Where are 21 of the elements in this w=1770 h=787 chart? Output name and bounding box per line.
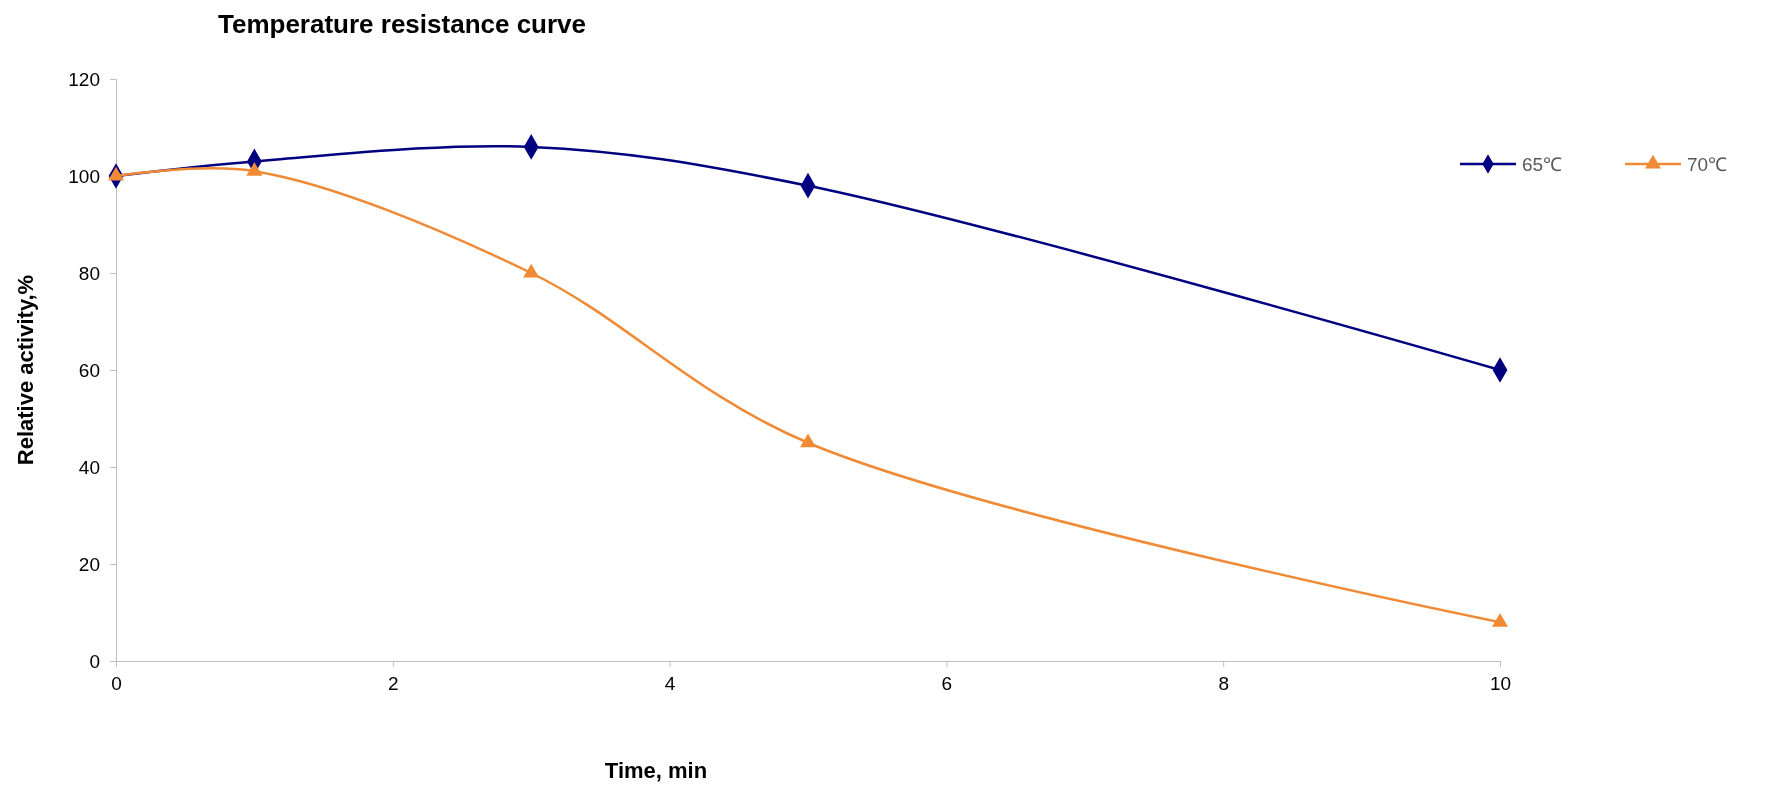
y-axis-title: Relative activity,% — [13, 274, 38, 466]
y-tick-label: 120 — [68, 68, 100, 90]
x-tick-label: 10 — [1489, 673, 1512, 695]
y-tick-label: 20 — [78, 553, 100, 575]
x-tick-label: 4 — [664, 673, 676, 695]
y-tick-label: 60 — [78, 359, 100, 381]
x-axis-title: Time, min — [604, 758, 708, 783]
y-tick-label: 40 — [78, 456, 100, 478]
point — [800, 433, 816, 448]
y-tick-label: 0 — [89, 650, 100, 672]
x-tick-label: 2 — [388, 673, 399, 695]
y-tick-label: 80 — [78, 262, 100, 284]
x-tick-label: 0 — [111, 673, 122, 695]
point — [1492, 613, 1508, 627]
legend-label: 70℃ — [1687, 154, 1728, 175]
x-tick-label: 8 — [1218, 673, 1229, 695]
y-tick-label: 100 — [68, 165, 100, 187]
chart-title: Temperature resistance curve — [218, 9, 587, 39]
legend-label: 65℃ — [1522, 154, 1563, 175]
x-tick-label: 6 — [941, 673, 953, 695]
point — [523, 263, 540, 278]
